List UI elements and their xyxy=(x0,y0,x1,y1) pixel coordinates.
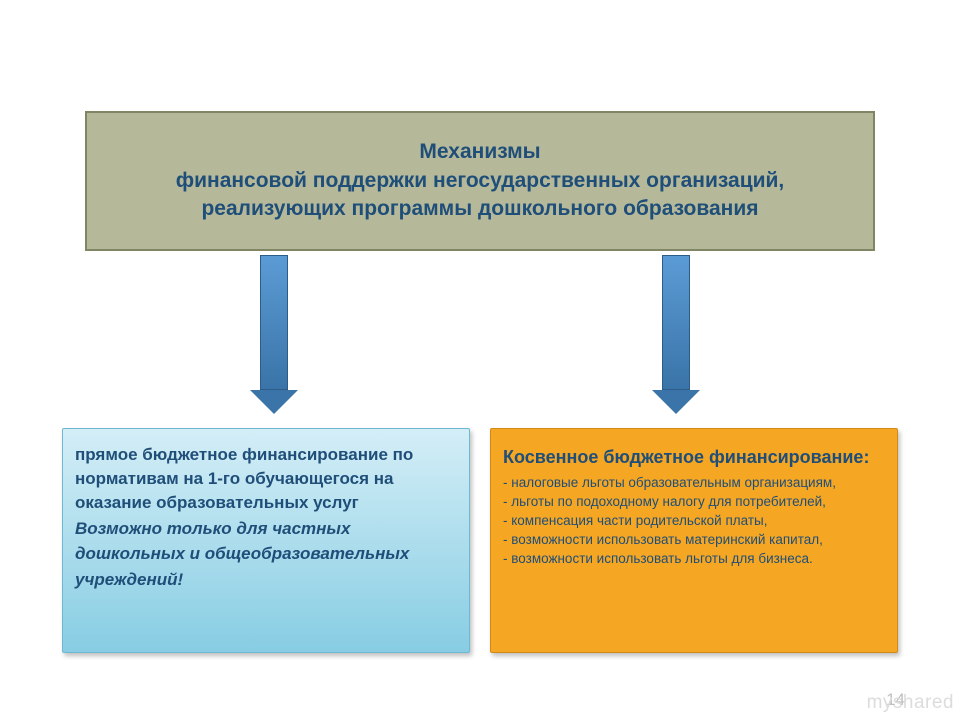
right-box-item: - налоговые льготы образовательным орган… xyxy=(503,474,885,493)
arrow-left xyxy=(258,255,290,414)
arrow-stem xyxy=(260,255,288,390)
header-line1: Механизмы xyxy=(419,138,540,166)
header-line2: финансовой поддержки негосударственных о… xyxy=(107,167,853,224)
header-box: Механизмы финансовой поддержки негосудар… xyxy=(85,111,875,251)
right-box-item: - возможности использовать льготы для би… xyxy=(503,550,885,569)
right-box: Косвенное бюджетное финансирование: - на… xyxy=(490,428,898,653)
right-box-item: - компенсация части родительской платы, xyxy=(503,512,885,531)
arrow-right xyxy=(660,255,692,414)
watermark: myshared xyxy=(867,692,954,714)
arrow-stem xyxy=(662,255,690,390)
arrow-head-icon xyxy=(652,390,700,414)
right-box-title: Косвенное бюджетное финансирование: xyxy=(503,445,885,470)
right-box-item: - возможности использовать материнский к… xyxy=(503,531,885,550)
left-box-italic2: учреждений! xyxy=(75,568,457,592)
left-box-italic1: Возможно только для частных дошкольных и… xyxy=(75,517,457,565)
left-box-main: прямое бюджетное финансирование по норма… xyxy=(75,443,457,515)
right-box-item: - льготы по подоходному налогу для потре… xyxy=(503,493,885,512)
arrow-head-icon xyxy=(250,390,298,414)
left-box: прямое бюджетное финансирование по норма… xyxy=(62,428,470,653)
